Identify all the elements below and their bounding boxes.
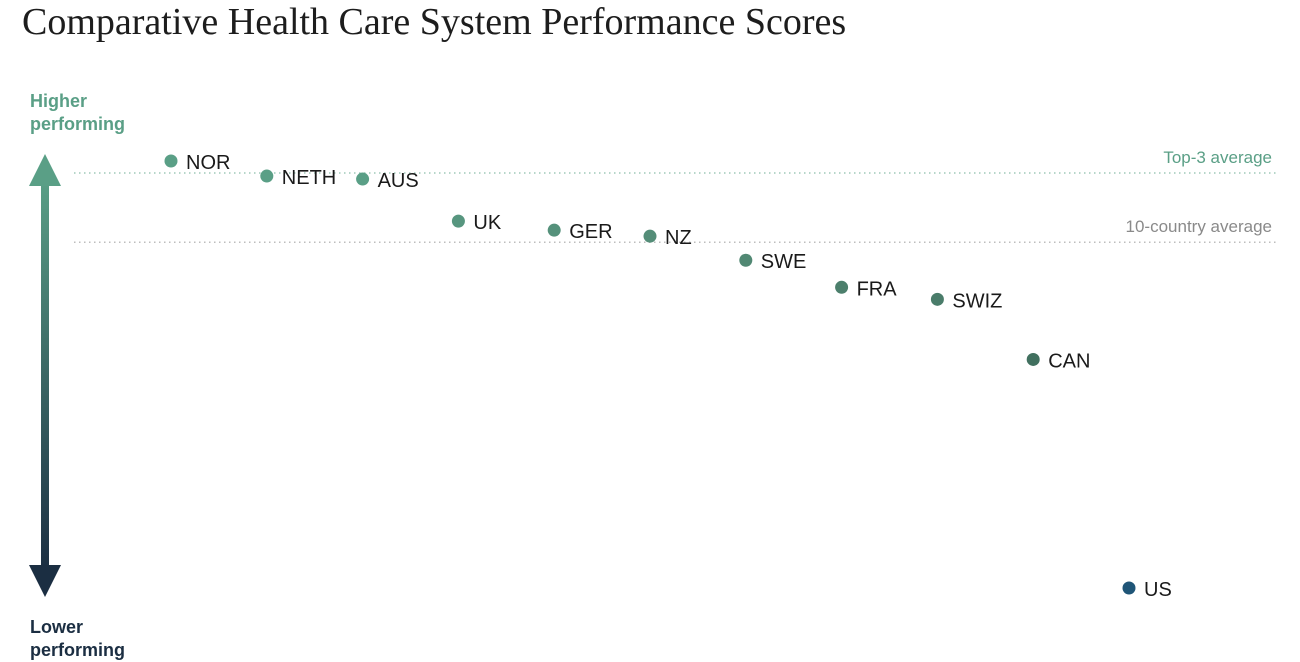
point-can	[1026, 352, 1040, 366]
point-uk	[451, 214, 465, 228]
point-swiz	[930, 292, 944, 306]
axis-arrow-up-head	[29, 154, 61, 186]
point-label-aus: AUS	[378, 170, 419, 192]
axis-arrow-down-head	[29, 565, 61, 597]
point-label-us: US	[1144, 579, 1172, 601]
point-label-nor: NOR	[186, 152, 230, 174]
axis-bottom-label: Lower performing	[30, 616, 170, 662]
reference-line-label: Top-3 average	[1163, 148, 1272, 167]
point-neth	[260, 169, 274, 183]
chart-title: Comparative Health Care System Performan…	[22, 1, 847, 43]
point-ger	[547, 223, 561, 237]
axis-arrow-shaft	[41, 180, 49, 572]
reference-lines: Top-3 average 10-country average	[74, 148, 1276, 243]
point-aus	[356, 172, 370, 186]
axis-arrow	[29, 154, 61, 597]
point-label-swiz: SWIZ	[952, 290, 1002, 312]
point-fra	[835, 280, 849, 294]
point-nz	[643, 229, 657, 243]
point-label-fra: FRA	[857, 278, 898, 300]
point-us	[1122, 581, 1136, 595]
axis-top-label: Higher performing	[30, 90, 170, 136]
point-label-nz: NZ	[665, 227, 692, 249]
point-label-can: CAN	[1048, 350, 1090, 372]
axis-bottom-label-text: Lower performing	[30, 617, 126, 660]
point-nor	[164, 154, 178, 168]
axis-top-label-text: Higher performing	[30, 91, 126, 134]
point-label-swe: SWE	[761, 251, 807, 273]
point-label-ger: GER	[569, 221, 612, 243]
point-swe	[739, 253, 753, 267]
reference-line-label: 10-country average	[1126, 217, 1272, 236]
point-label-uk: UK	[473, 212, 501, 234]
point-label-neth: NETH	[282, 167, 336, 189]
data-points: NOR NETH AUS UK GER NZ SWE FRA SWIZ CAN US	[164, 152, 1172, 601]
